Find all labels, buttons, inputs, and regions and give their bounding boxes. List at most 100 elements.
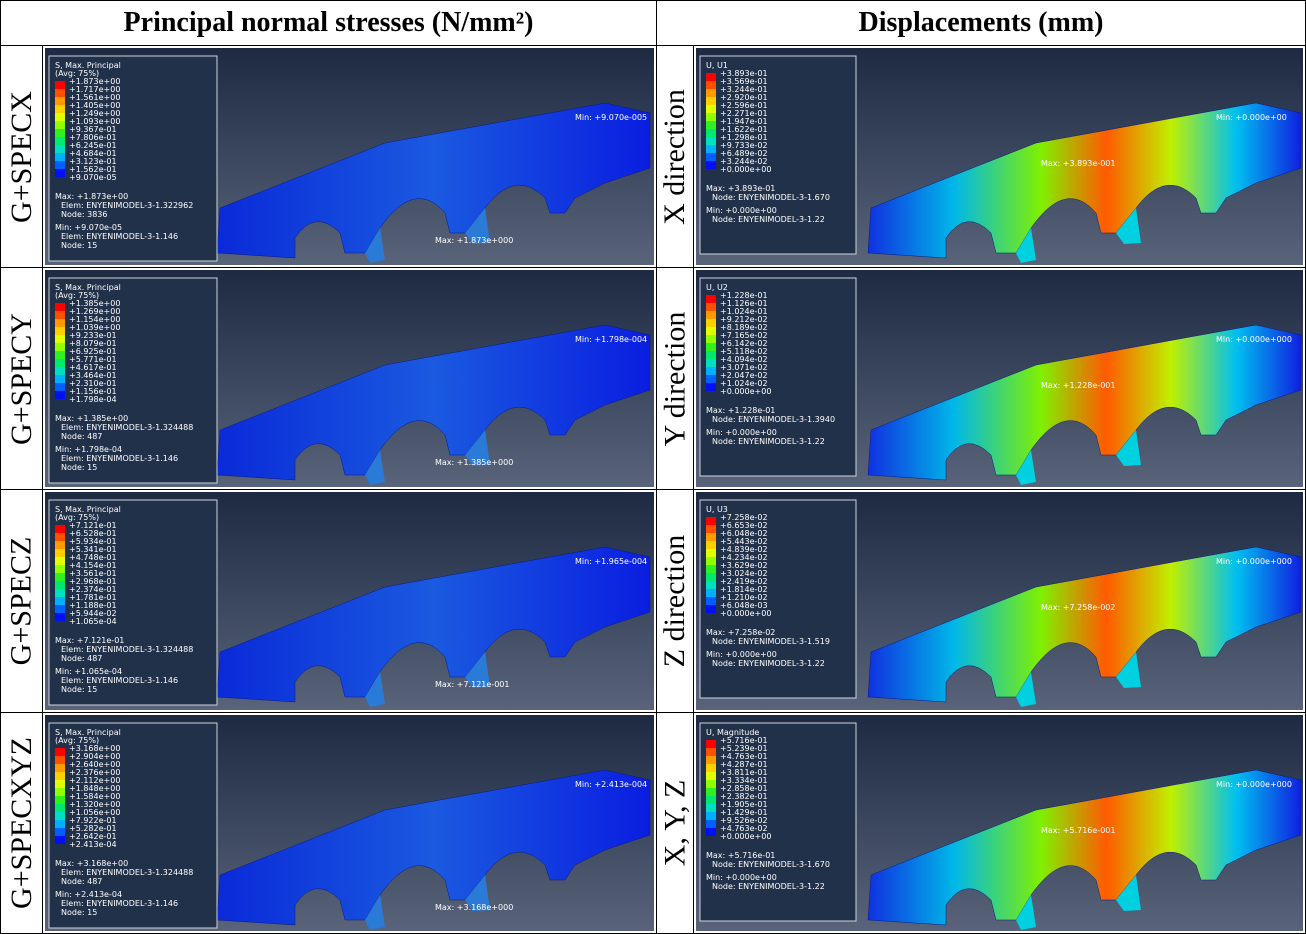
legend-swatch	[706, 812, 716, 820]
max-annotation: Max: +3.893e-001	[1041, 159, 1115, 168]
legend-swatch	[706, 756, 716, 764]
legend-swatch	[55, 557, 65, 565]
legend-swatch	[55, 772, 65, 780]
legend-info: Max: +7.121e-01	[55, 636, 124, 645]
legend-info: Node: ENYENIMODEL-3-1.22	[712, 215, 825, 224]
legend-swatch	[706, 137, 716, 145]
legend-swatch	[706, 327, 716, 335]
min-annotation: Min: +2.413e-004	[575, 780, 647, 789]
legend-swatch	[706, 153, 716, 161]
legend-info: Max: +3.893e-01	[706, 184, 775, 193]
legend-info: Min: +0.000e+00	[706, 206, 777, 215]
legend-swatch	[706, 113, 716, 121]
stress-panel: S, Max. Principal(Avg: 75%)+7.121e-01+6.…	[42, 489, 657, 713]
legend-swatch	[706, 319, 716, 327]
legend-swatch	[55, 97, 65, 105]
row-label-right: Y direction	[656, 267, 694, 490]
fem-screenshot: U, U3+7.258e-02+6.653e-02+6.048e-02+5.44…	[696, 492, 1303, 710]
legend-swatch	[706, 605, 716, 613]
legend-info: Max: +7.258e-02	[706, 628, 775, 637]
legend-swatch	[706, 589, 716, 597]
legend-swatch	[55, 129, 65, 137]
legend-swatch	[706, 796, 716, 804]
row-label-right-text: X, Y, Z	[658, 780, 692, 867]
legend-swatch	[55, 383, 65, 391]
legend-swatch	[706, 351, 716, 359]
legend-value: +1.065e-04	[69, 617, 117, 626]
row-label-left: G+SPECZ	[0, 489, 43, 713]
legend-swatch	[55, 375, 65, 383]
displacement-panel: U, U2+1.228e-01+1.126e-01+1.024e-01+9.21…	[693, 267, 1306, 490]
legend-swatch	[706, 764, 716, 772]
legend-swatch	[706, 772, 716, 780]
legend-info: Node: 15	[61, 908, 97, 917]
legend-info: Node: ENYENIMODEL-3-1.670	[712, 860, 830, 869]
row-label-left-text: G+SPECY	[5, 313, 39, 445]
legend-info: Elem: ENYENIMODEL-3-1.324488	[61, 423, 193, 432]
legend-value: +0.000e+00	[720, 832, 771, 841]
row-label-right: X direction	[656, 45, 694, 268]
legend-info: Min: +1.065e-04	[55, 667, 122, 676]
legend-swatch	[706, 343, 716, 351]
legend-info: Min: +9.070e-05	[55, 223, 122, 232]
legend-swatch	[55, 589, 65, 597]
legend-value: +0.000e+00	[720, 387, 771, 396]
legend-swatch	[55, 836, 65, 844]
legend-swatch	[706, 517, 716, 525]
legend-swatch	[55, 319, 65, 327]
legend-value: +2.413e-04	[69, 840, 117, 849]
legend-swatch	[55, 581, 65, 589]
legend-swatch	[706, 295, 716, 303]
max-annotation: Max: +7.258e-002	[1041, 603, 1115, 612]
legend-swatch	[55, 812, 65, 820]
legend-swatch	[706, 828, 716, 836]
row-label-left: G+SPECX	[0, 45, 43, 268]
legend-info: Elem: ENYENIMODEL-3-1.146	[61, 454, 178, 463]
legend-info: Node: 15	[61, 685, 97, 694]
max-annotation: Max: +3.168e+000	[435, 903, 513, 912]
legend-info: Min: +0.000e+00	[706, 428, 777, 437]
row-label-right-text: Z direction	[658, 535, 692, 667]
fem-screenshot: U, U1+3.893e-01+3.569e-01+3.244e-01+2.92…	[696, 48, 1303, 265]
legend-value: +1.798e-04	[69, 395, 117, 404]
displacement-panel: U, Magnitude+5.716e-01+5.239e-01+4.763e-…	[693, 712, 1306, 934]
legend-swatch	[55, 137, 65, 145]
legend-swatch	[706, 573, 716, 581]
legend-swatch	[55, 351, 65, 359]
legend-swatch	[55, 756, 65, 764]
legend-swatch	[706, 788, 716, 796]
legend-info: Elem: ENYENIMODEL-3-1.324488	[61, 868, 193, 877]
fem-screenshot: S, Max. Principal(Avg: 75%)+1.385e+00+1.…	[45, 270, 654, 487]
legend-info: Max: +3.168e+00	[55, 859, 128, 868]
legend-swatch	[55, 796, 65, 804]
fem-screenshot: S, Max. Principal(Avg: 75%)+7.121e-01+6.…	[45, 492, 654, 710]
legend-swatch	[706, 359, 716, 367]
legend-value: +0.000e+00	[720, 609, 771, 618]
legend-info: Node: ENYENIMODEL-3-1.22	[712, 659, 825, 668]
row-label-left-text: G+SPECX	[5, 91, 39, 223]
legend-swatch	[55, 788, 65, 796]
max-annotation: Max: +1.873e+000	[435, 236, 513, 245]
legend-swatch	[706, 581, 716, 589]
legend-info: Node: 487	[61, 432, 102, 441]
legend-swatch	[706, 780, 716, 788]
legend-info: Node: ENYENIMODEL-3-1.519	[712, 637, 830, 646]
max-annotation: Max: +1.385e+000	[435, 458, 513, 467]
fem-screenshot: U, U2+1.228e-01+1.126e-01+1.024e-01+9.21…	[696, 270, 1303, 487]
legend-info: Max: +1.873e+00	[55, 192, 128, 201]
legend-swatch	[55, 533, 65, 541]
row-label-left: G+SPECY	[0, 267, 43, 490]
legend-info: Node: 487	[61, 877, 102, 886]
legend-swatch	[55, 367, 65, 375]
legend-swatch	[706, 311, 716, 319]
legend-swatch	[55, 335, 65, 343]
legend-swatch	[706, 557, 716, 565]
fem-screenshot: S, Max. Principal(Avg: 75%)+3.168e+00+2.…	[45, 715, 654, 931]
legend-swatch	[55, 391, 65, 399]
min-annotation: Min: +1.798e-004	[575, 335, 647, 344]
row-label-right-text: X direction	[658, 89, 692, 225]
row-label-left-text: G+SPECXYZ	[5, 737, 39, 909]
legend-swatch	[706, 105, 716, 113]
legend-swatch	[706, 565, 716, 573]
legend-swatch	[706, 740, 716, 748]
